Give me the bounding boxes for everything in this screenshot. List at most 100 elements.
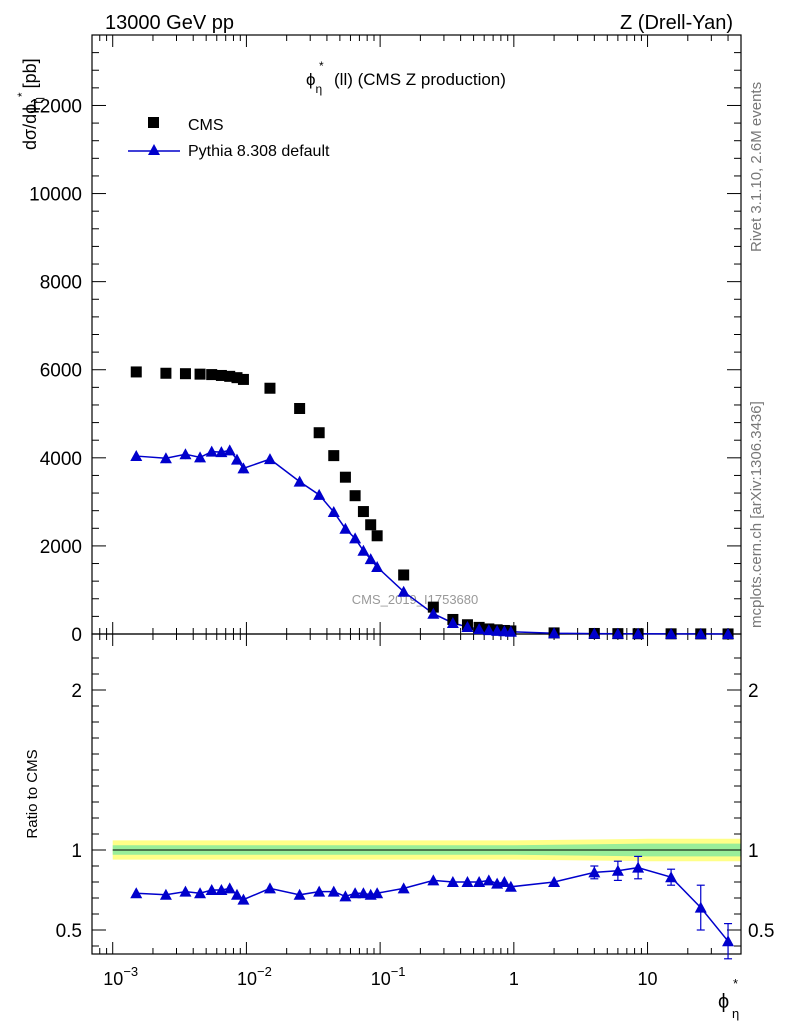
ratio-data-point <box>694 901 707 913</box>
y-axis-label-ratio: Ratio to CMS <box>24 749 41 838</box>
ratio-data-point <box>473 876 486 887</box>
legend-cms-label: CMS <box>188 117 224 134</box>
ratio-panel-frame <box>91 633 742 955</box>
cms-data-point <box>160 367 172 379</box>
ratio-y-tick-label-right: 2 <box>748 681 759 702</box>
cms-data-point <box>237 373 249 385</box>
rivet-label: Rivet 3.1.10, 2.6M events <box>748 82 765 252</box>
plot-title-sub: η <box>316 82 323 96</box>
ratio-data-point <box>482 874 495 886</box>
ratio-y-tick-label-left: 2 <box>71 681 82 702</box>
cms-data-point <box>264 382 276 394</box>
ratio-data-point <box>159 888 172 900</box>
ratio-band <box>112 838 741 862</box>
x-tick-label: 1 <box>509 969 519 989</box>
cms-data-point <box>294 402 306 414</box>
ratio-data-point <box>427 874 440 886</box>
y-tick-label: 4000 <box>40 449 82 470</box>
ratio-data-point <box>327 885 340 897</box>
mc-data-point <box>357 544 370 556</box>
legend-cms-marker <box>148 117 159 128</box>
ratio-data-point <box>293 888 306 900</box>
cms-data-point <box>427 601 439 613</box>
y-tick-label: 10000 <box>29 185 82 206</box>
cms-data-point <box>371 530 383 542</box>
mc-data-point <box>504 625 517 637</box>
x-axis-label-phi: ϕ <box>718 991 729 1013</box>
ratio-data-point <box>632 861 645 873</box>
mc-data-point <box>665 627 678 639</box>
mc-data-point <box>327 505 340 517</box>
mc-data-point <box>461 620 474 632</box>
cms-data-point <box>313 427 325 439</box>
y-axis-label-top-sup: * <box>15 92 29 97</box>
ratio-data-point <box>371 887 384 899</box>
cms-data-point <box>224 370 236 382</box>
mc-data-point <box>632 627 645 639</box>
x-axis-label-sup: * <box>733 976 738 991</box>
cms-data-point <box>206 369 218 381</box>
mc-data-point <box>293 475 306 487</box>
y-tick-label: 8000 <box>40 273 82 294</box>
ratio-data-point <box>130 887 143 899</box>
x-tick-label: 10−2 <box>237 964 272 989</box>
y-axis-label-top-main: dσ/dϕ <box>20 104 40 150</box>
y-axis-label-top-unit: [pb] <box>20 58 40 88</box>
mc-data-point <box>588 627 601 639</box>
ratio-data-point <box>722 935 735 947</box>
x-axis-label: ϕ η * <box>718 976 739 1021</box>
cms-data-point <box>215 369 227 381</box>
ratio-data-point <box>179 885 192 897</box>
ratio-data-point <box>397 882 410 894</box>
plot-title-phi: ϕ <box>306 70 316 89</box>
mc-data-point <box>263 453 276 465</box>
ratio-y-tick-label-left: 0.5 <box>56 921 82 942</box>
mc-data-point <box>722 627 735 639</box>
ratio-y-tick-label-right: 1 <box>748 841 759 862</box>
ratio-data-point <box>263 882 276 894</box>
cms-data-point <box>130 366 142 378</box>
mc-data-point <box>313 488 326 500</box>
ratio-data-point <box>237 893 250 905</box>
cms-data-point <box>365 519 377 531</box>
mc-data-point <box>548 627 561 639</box>
ratio-data-point <box>498 876 511 887</box>
mc-data-point <box>159 452 172 464</box>
mc-data-point <box>611 627 624 639</box>
ratio-data-point <box>446 876 459 887</box>
y-axis-label-top-sub: η <box>31 97 45 104</box>
x-axis-label-sub: η <box>732 1006 739 1021</box>
cms-data-point <box>231 372 243 384</box>
mc-data-point <box>371 561 384 573</box>
ratio-data-point <box>339 890 352 902</box>
ratio-data-point <box>611 864 624 876</box>
mc-data-point <box>473 623 486 635</box>
header-right-label: Z (Drell-Yan) <box>620 12 733 34</box>
mc-data-point <box>491 624 504 636</box>
mc-data-point <box>223 444 236 456</box>
cms-data-point <box>357 506 369 518</box>
axis-ticks: 10−3 10−2 10−1 1 100200040006000800010000120… <box>29 34 774 989</box>
mc-data-point <box>205 445 218 457</box>
y-tick-label: 0 <box>71 625 82 646</box>
mc-data-point <box>397 585 410 597</box>
legend-mc-marker <box>148 144 160 155</box>
cms-data-point <box>398 569 410 581</box>
svg-text:ϕη: ϕη <box>306 70 322 96</box>
y-tick-label: 6000 <box>40 361 82 382</box>
mc-data-point <box>130 450 143 462</box>
legend-mc-label: Pythia 8.308 default <box>188 143 330 160</box>
plot-title-rest: (ll) (CMS Z production) <box>334 70 506 89</box>
ratio-data-point <box>665 871 678 883</box>
ratio-data-point <box>194 887 207 899</box>
mcplots-label: mcplots.cern.ch [arXiv:1306.3436] <box>748 401 765 628</box>
y-tick-label: 2000 <box>40 537 82 558</box>
mc-data-point <box>446 616 459 628</box>
ratio-y-tick-label-left: 1 <box>71 841 82 862</box>
mc-data-point <box>339 522 352 534</box>
mc-data-point <box>230 453 243 465</box>
ratio-data-point <box>357 887 370 899</box>
data-marks <box>130 366 735 960</box>
x-tick-label: 10 <box>638 969 658 989</box>
plot-title: ϕη * (ll) (CMS Z production) <box>306 59 506 96</box>
